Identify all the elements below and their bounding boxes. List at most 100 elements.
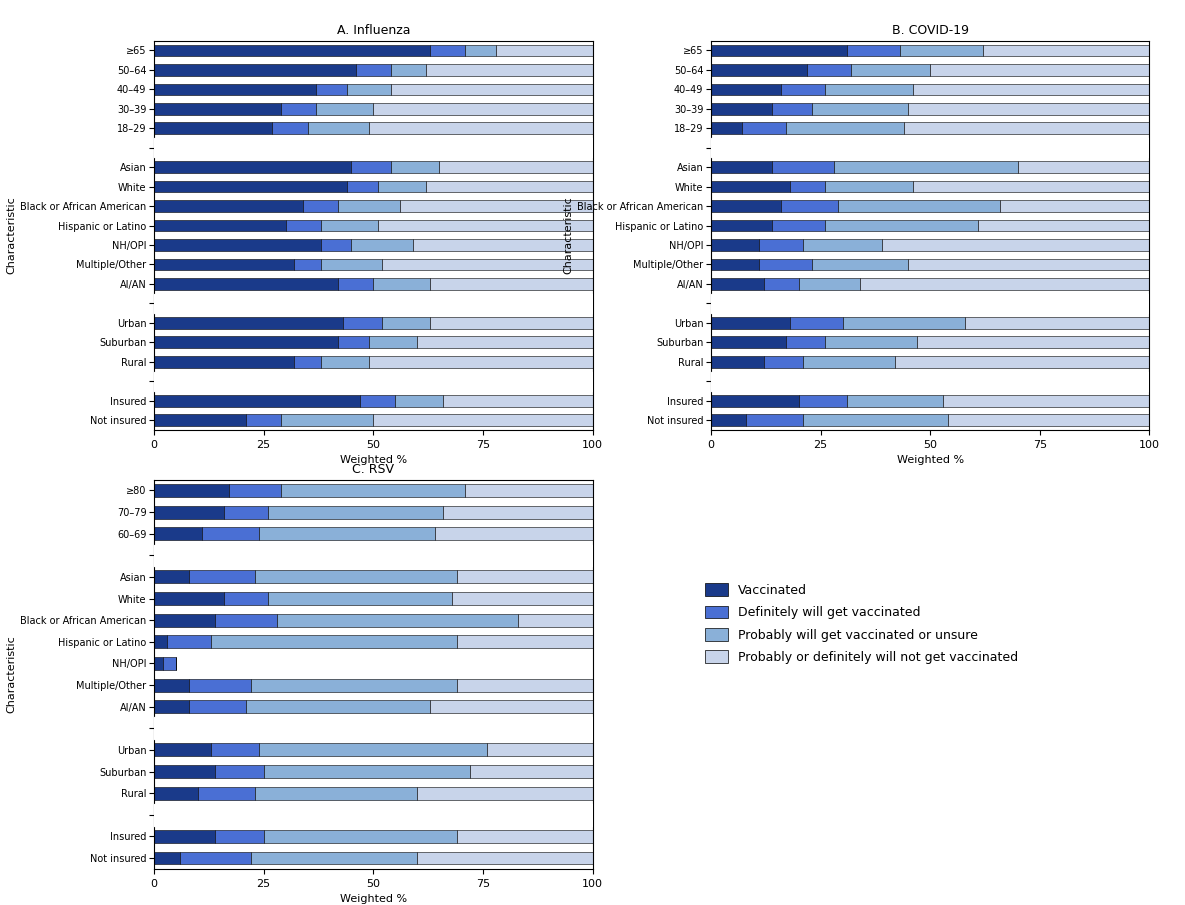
Bar — [807, 64, 851, 76]
Bar — [154, 220, 286, 232]
Bar — [763, 278, 799, 290]
Bar — [154, 592, 224, 605]
Bar — [711, 239, 760, 251]
Bar — [154, 765, 216, 778]
Bar — [760, 259, 812, 271]
Bar — [747, 414, 803, 426]
Bar — [211, 743, 260, 757]
Bar — [250, 852, 417, 864]
Bar — [264, 830, 456, 843]
Bar — [154, 317, 342, 329]
Bar — [154, 804, 592, 825]
Bar — [268, 506, 443, 519]
Bar — [711, 122, 742, 134]
Bar — [917, 337, 1149, 348]
Bar — [260, 528, 435, 540]
Bar — [321, 259, 382, 271]
Bar — [781, 200, 838, 212]
Bar — [799, 278, 860, 290]
Bar — [781, 83, 825, 95]
Bar — [417, 337, 592, 348]
Bar — [268, 592, 453, 605]
Bar — [466, 484, 592, 497]
Bar — [224, 506, 268, 519]
Bar — [294, 356, 321, 367]
Bar — [216, 830, 264, 843]
Bar — [895, 356, 1149, 367]
Bar — [154, 395, 360, 406]
Bar — [443, 506, 592, 519]
Bar — [834, 161, 1018, 173]
Bar — [860, 278, 1149, 290]
Bar — [469, 765, 592, 778]
Bar — [838, 200, 1000, 212]
Bar — [825, 337, 917, 348]
Bar — [742, 122, 786, 134]
Bar — [711, 337, 786, 348]
Bar — [154, 200, 303, 212]
Bar — [347, 83, 391, 95]
Bar — [430, 317, 592, 329]
Bar — [711, 181, 790, 193]
Bar — [790, 317, 843, 329]
Bar — [198, 786, 255, 800]
Bar — [773, 161, 834, 173]
Bar — [399, 200, 592, 212]
Bar — [851, 64, 930, 76]
Bar — [154, 679, 190, 691]
Bar — [391, 64, 425, 76]
Bar — [246, 414, 281, 426]
Bar — [711, 356, 763, 367]
Title: B. COVID-19: B. COVID-19 — [892, 24, 968, 37]
Bar — [154, 484, 229, 497]
Bar — [216, 765, 264, 778]
Bar — [255, 786, 417, 800]
Bar — [154, 161, 352, 173]
Bar — [430, 700, 592, 713]
Bar — [711, 138, 1149, 157]
Bar — [154, 44, 430, 56]
Bar — [154, 293, 592, 313]
Bar — [711, 317, 790, 329]
Bar — [316, 83, 347, 95]
Bar — [154, 64, 356, 76]
Bar — [154, 259, 294, 271]
Bar — [154, 635, 167, 648]
X-axis label: Weighted %: Weighted % — [340, 894, 406, 904]
Bar — [154, 356, 294, 367]
Bar — [342, 317, 382, 329]
Bar — [847, 44, 899, 56]
Bar — [154, 614, 216, 626]
Bar — [430, 278, 592, 290]
Bar — [154, 278, 338, 290]
Bar — [417, 852, 592, 864]
Bar — [773, 103, 812, 115]
Bar — [154, 83, 316, 95]
Legend: Vaccinated, Definitely will get vaccinated, Probably will get vaccinated or unsu: Vaccinated, Definitely will get vaccinat… — [705, 583, 1018, 664]
Bar — [909, 259, 1149, 271]
Bar — [711, 161, 773, 173]
Bar — [466, 44, 497, 56]
Bar — [338, 337, 369, 348]
Bar — [382, 317, 430, 329]
Bar — [167, 635, 211, 648]
Bar — [154, 657, 162, 670]
Bar — [966, 317, 1149, 329]
Bar — [899, 44, 982, 56]
Bar — [799, 395, 847, 406]
Bar — [711, 64, 807, 76]
Bar — [803, 356, 895, 367]
Bar — [711, 414, 747, 426]
Bar — [711, 395, 799, 406]
Bar — [154, 506, 224, 519]
Bar — [369, 337, 417, 348]
Y-axis label: Characteristic: Characteristic — [6, 635, 15, 713]
Bar — [321, 356, 369, 367]
Bar — [711, 44, 847, 56]
Y-axis label: Characteristic: Characteristic — [6, 196, 15, 274]
Bar — [264, 765, 469, 778]
Bar — [847, 395, 943, 406]
Title: A. Influenza: A. Influenza — [337, 24, 410, 37]
Bar — [497, 44, 592, 56]
Bar — [373, 414, 592, 426]
